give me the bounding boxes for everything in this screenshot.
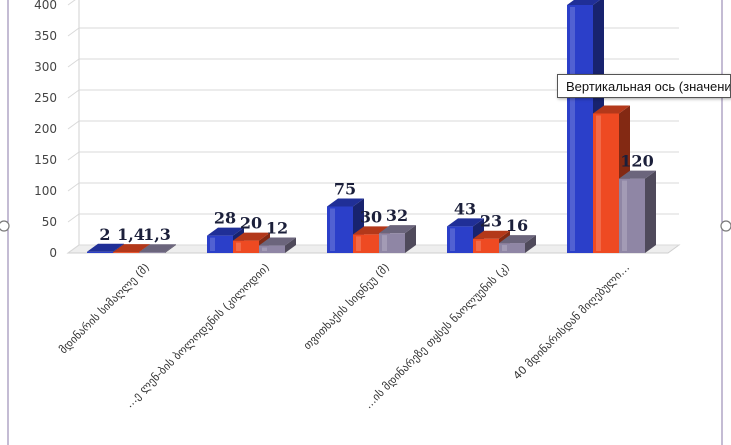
y-tick-label: 50 — [42, 215, 57, 229]
y-tick-label: 250 — [34, 91, 57, 105]
x-category-label: მდინარის სიმაღლე (მ) — [57, 261, 152, 356]
bar-top — [567, 0, 600, 5]
bar-highlight — [262, 247, 267, 251]
bar-top — [619, 170, 656, 179]
data-label: 75 — [334, 180, 356, 199]
data-label: 20 — [240, 214, 262, 233]
bar — [473, 238, 499, 253]
y-tick-label: 0 — [49, 246, 57, 260]
bar-highlight — [596, 115, 601, 251]
y-tick-label: 400 — [34, 0, 57, 12]
data-label: 23 — [480, 212, 502, 231]
bar — [593, 113, 619, 253]
bar-top — [259, 237, 296, 246]
bar-top — [113, 244, 150, 253]
resize-handle-right[interactable] — [720, 220, 731, 232]
gridline-side — [67, 213, 80, 223]
gridline-side — [67, 182, 80, 192]
bar-highlight — [210, 237, 215, 251]
bar — [207, 235, 233, 253]
bar-top — [593, 105, 630, 114]
bar — [327, 206, 353, 253]
data-label: 1,4 — [117, 225, 145, 244]
bar-side — [645, 170, 656, 253]
bar — [619, 178, 645, 253]
gridline-side — [67, 120, 80, 130]
x-category-label: …ის მდინარეზე თყსეს ნაოლუენის (კ) — [362, 261, 512, 411]
axis-tooltip: Вертикальная ось (значения) — [557, 74, 731, 98]
bar — [87, 251, 113, 253]
bar-highlight — [356, 236, 361, 251]
bar-highlight — [330, 208, 335, 251]
bar-highlight — [382, 235, 387, 251]
bar-top — [379, 225, 416, 234]
data-label: 120 — [620, 152, 653, 171]
y-tick-label: 150 — [34, 153, 57, 167]
bar-top — [233, 232, 270, 241]
x-category-label: თვითხაქის სიდნეუ (მ) — [301, 261, 392, 352]
bar-top — [87, 243, 124, 252]
gridline-side — [67, 244, 80, 254]
bar — [353, 234, 379, 253]
bar-top — [139, 244, 176, 253]
bar — [447, 226, 473, 253]
bar — [233, 240, 259, 253]
bar — [113, 252, 139, 253]
data-label: 32 — [386, 206, 408, 225]
bar-top — [473, 230, 510, 239]
data-label: 43 — [454, 199, 476, 218]
y-tick-label: 300 — [34, 60, 57, 74]
bar-top — [327, 198, 364, 207]
bar-top — [207, 227, 244, 236]
bar-side — [525, 235, 536, 253]
y-tick-label: 350 — [34, 29, 57, 43]
bar — [139, 252, 165, 253]
bar — [259, 245, 285, 253]
y-tick-label: 200 — [34, 122, 57, 136]
data-label: 30 — [360, 207, 382, 226]
data-label: 1,3 — [143, 225, 171, 244]
gridline-side — [67, 58, 80, 68]
bar-highlight — [570, 7, 575, 251]
bar-highlight — [502, 245, 507, 251]
bar — [379, 233, 405, 253]
bar-highlight — [236, 242, 241, 251]
gridline-side — [67, 0, 76, 6]
bar-side — [165, 244, 176, 253]
bar — [499, 243, 525, 253]
bar-top — [447, 218, 484, 227]
bar-side — [405, 225, 416, 253]
data-label: 28 — [214, 209, 236, 228]
data-label: 12 — [266, 219, 288, 238]
data-label: 16 — [506, 216, 528, 235]
y-tick-label: 100 — [34, 184, 57, 198]
gridline-side — [67, 89, 80, 99]
gridline-side — [67, 151, 80, 161]
data-label: 2 — [99, 225, 110, 244]
bar-highlight — [622, 180, 627, 251]
bar — [567, 5, 593, 253]
resize-handle-left[interactable] — [0, 220, 10, 232]
bar-top — [499, 235, 536, 244]
gridline-side — [67, 27, 80, 37]
bar-highlight — [476, 240, 481, 251]
bar-side — [285, 237, 296, 253]
bar-highlight — [450, 228, 455, 251]
x-category-label: 40 მდინარისდან მიღებული… — [511, 261, 632, 382]
x-category-label: …ე ლენ-ბის ბოლოდენის (კილოდიი) — [123, 261, 272, 410]
